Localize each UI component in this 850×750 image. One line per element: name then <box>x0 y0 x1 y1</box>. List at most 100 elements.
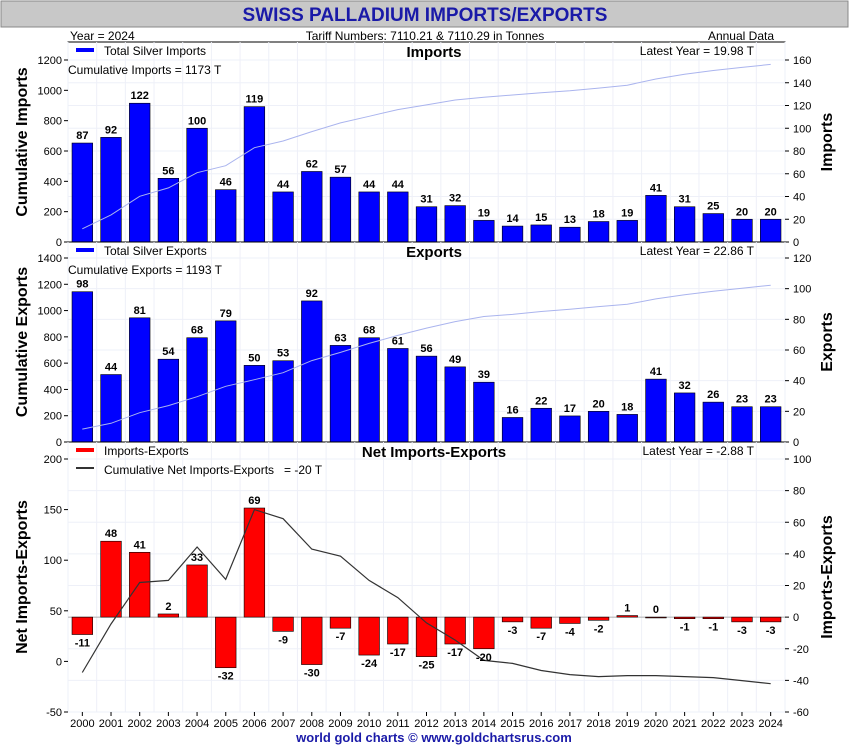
bar <box>387 616 409 645</box>
x-tick-label: 2006 <box>242 718 266 730</box>
x-tick-label: 2004 <box>185 718 209 730</box>
bar <box>301 616 323 665</box>
bar-value-label: 20 <box>592 398 604 410</box>
bar <box>157 613 180 618</box>
bar <box>760 616 782 623</box>
y-tick-left: 150 <box>44 505 62 517</box>
bar <box>473 616 495 650</box>
y-axis-title-left: Net Imports-Exports <box>14 500 31 654</box>
bar <box>415 355 438 443</box>
y-tick-left: 200 <box>44 411 62 423</box>
y-tick-left: -50 <box>46 707 62 719</box>
x-tick-label: 2014 <box>472 718 496 730</box>
bar <box>587 411 610 443</box>
bar <box>616 220 638 243</box>
legend-label: Total Silver Imports <box>104 44 206 58</box>
y-tick-right: 60 <box>793 345 805 357</box>
y-tick-left: 400 <box>44 176 62 188</box>
bar-value-label: -17 <box>447 647 463 659</box>
bar <box>329 176 352 243</box>
legend-line-label: Cumulative Net Imports-Exports <box>104 463 274 477</box>
y-tick-right: 40 <box>793 192 805 204</box>
bar-value-label: 68 <box>363 325 375 337</box>
bar <box>702 401 724 443</box>
legend-swatch <box>76 48 94 52</box>
bar-value-label: 41 <box>134 539 146 551</box>
y-tick-right: 20 <box>793 406 805 418</box>
y-tick-right: 100 <box>793 454 811 466</box>
cumulative-line <box>81 508 771 685</box>
x-tick-label: 2013 <box>443 718 467 730</box>
bar-value-label: 41 <box>650 366 662 378</box>
bar <box>71 291 93 443</box>
y-tick-right: 40 <box>793 549 805 561</box>
bar <box>530 407 552 443</box>
bar-value-label: 33 <box>191 552 203 564</box>
bar-value-label: 32 <box>449 193 461 205</box>
bar-value-label: 20 <box>765 206 777 218</box>
bar <box>673 206 696 243</box>
bar <box>243 507 266 618</box>
tariff-label: Tariff Numbers: 7110.21 & 7110.29 in Ton… <box>306 29 545 43</box>
bar <box>301 300 323 443</box>
cumulative-text: = -20 T <box>284 463 323 477</box>
bar <box>731 218 753 243</box>
y-tick-left: 400 <box>44 384 62 396</box>
y-axis-title-left: Cumulative Imports <box>14 67 31 216</box>
bar-value-label: 23 <box>736 394 748 406</box>
bar-value-label: 20 <box>736 206 748 218</box>
legend-label: Imports-Exports <box>104 444 189 458</box>
bar-value-label: 63 <box>334 332 346 344</box>
cumulative-text: Cumulative Exports = 1193 T <box>68 263 223 277</box>
y-tick-right: -60 <box>793 707 809 719</box>
bar-value-label: 46 <box>220 177 232 189</box>
title-banner <box>0 0 849 28</box>
legend-label: Total Silver Exports <box>104 244 207 258</box>
bar <box>587 616 610 621</box>
bar-value-label: 32 <box>678 380 690 392</box>
bar-value-label: 39 <box>478 369 490 381</box>
bar-value-label: 17 <box>564 403 576 415</box>
bar <box>645 195 667 243</box>
bar <box>186 127 208 243</box>
bar-value-label: -9 <box>278 634 288 646</box>
y-tick-right: 80 <box>793 486 805 498</box>
bar <box>473 381 495 443</box>
bar <box>444 366 466 443</box>
bar-value-label: 13 <box>564 214 576 226</box>
bar <box>215 616 237 669</box>
bar <box>100 374 122 443</box>
y-tick-right: 20 <box>793 581 805 593</box>
latest-year-text: Latest Year = 22.86 T <box>640 244 755 258</box>
bar-value-label: 87 <box>76 130 88 142</box>
y-tick-right: 120 <box>793 101 811 113</box>
bar-value-label: -3 <box>737 625 747 637</box>
y-tick-right: 0 <box>793 237 799 249</box>
bar <box>157 358 180 443</box>
y-tick-right: 80 <box>793 314 805 326</box>
bar <box>100 540 122 618</box>
y-tick-left: 200 <box>44 454 62 466</box>
bar <box>530 224 552 243</box>
bar <box>272 191 294 243</box>
bar-value-label: -24 <box>361 658 378 670</box>
bar-value-label: 122 <box>131 90 149 102</box>
x-tick-label: 2003 <box>156 718 180 730</box>
bar <box>215 320 237 443</box>
x-tick-label: 2009 <box>328 718 352 730</box>
bar <box>559 415 581 443</box>
y-tick-left: 600 <box>44 146 62 158</box>
bar-value-label: 15 <box>535 212 547 224</box>
x-tick-label: 2012 <box>414 718 438 730</box>
y-tick-left: 1200 <box>38 279 62 291</box>
bar <box>329 345 352 443</box>
x-tick-label: 2001 <box>99 718 123 730</box>
bar-value-label: 16 <box>506 404 518 416</box>
x-tick-label: 2016 <box>529 718 553 730</box>
bar-value-label: 0 <box>653 604 659 616</box>
y-tick-left: 200 <box>44 207 62 219</box>
y-tick-right: 100 <box>793 123 811 135</box>
bar <box>673 616 696 620</box>
bar <box>616 414 638 443</box>
